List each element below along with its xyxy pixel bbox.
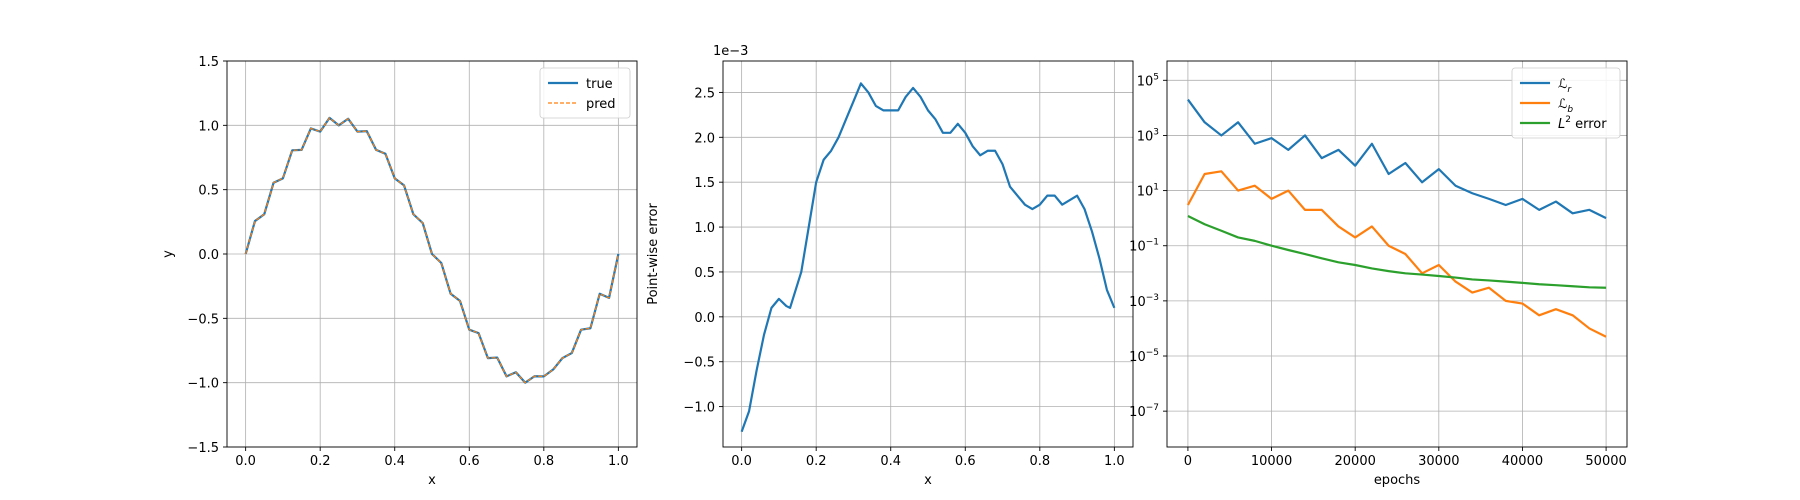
series-line-true bbox=[244, 116, 620, 384]
legend-label-sub: r bbox=[1567, 85, 1572, 95]
x-tick-label: 0.0 bbox=[731, 454, 752, 469]
legend-label-main: ℒ bbox=[1558, 77, 1567, 92]
legend-label: true bbox=[586, 77, 613, 92]
legend-box bbox=[539, 67, 631, 119]
x-tick-label: 30000 bbox=[1418, 454, 1459, 469]
legend-label-main: ℒ bbox=[1558, 97, 1567, 112]
legend-label: pred bbox=[586, 97, 616, 112]
y-axis-label: y bbox=[161, 250, 176, 258]
x-tick-label: 40000 bbox=[1502, 454, 1543, 469]
y-tick-label: 103 bbox=[1137, 127, 1159, 144]
legend-label-sub: b bbox=[1567, 105, 1573, 115]
y-tick-label: 0.0 bbox=[198, 248, 219, 263]
panel-3: 0 10000 20000 30000 40000 5000010510310110−11… bbox=[1129, 60, 1628, 488]
legend-label: ℒb bbox=[1558, 97, 1573, 115]
y-offset-text: 1e−3 bbox=[713, 44, 748, 59]
y-tick-exponent: −3 bbox=[1146, 293, 1159, 303]
y-tick-label: 105 bbox=[1137, 72, 1159, 89]
y-tick-exponent: −7 bbox=[1146, 403, 1159, 413]
y-tick-label: 10−5 bbox=[1129, 348, 1159, 365]
y-tick-label: 10−7 bbox=[1129, 403, 1159, 420]
y-tick-exponent: 3 bbox=[1153, 127, 1159, 137]
y-tick-exponent: −5 bbox=[1146, 348, 1159, 358]
x-tick-label: 0.6 bbox=[459, 454, 480, 469]
legend-label-rest: error bbox=[1571, 117, 1607, 132]
y-tick-exponent: −1 bbox=[1146, 238, 1159, 248]
x-tick-label: 0.4 bbox=[384, 454, 405, 469]
y-tick-label: 10−1 bbox=[1129, 238, 1159, 255]
y-tick-label: 0.0 bbox=[694, 311, 715, 326]
series-line--r bbox=[1187, 98, 1607, 220]
y-tick-exponent: 1 bbox=[1153, 183, 1159, 193]
x-tick-label: 0.2 bbox=[806, 454, 827, 469]
y-tick-label: −1.0 bbox=[683, 401, 715, 416]
x-tick-label: 0.4 bbox=[880, 454, 901, 469]
y-tick-base: 10 bbox=[1129, 405, 1146, 420]
x-tick-label: 20000 bbox=[1335, 454, 1376, 469]
y-tick-exponent: 5 bbox=[1153, 72, 1159, 82]
y-tick-label: 0.5 bbox=[694, 266, 715, 281]
legend-label: L2 error bbox=[1558, 115, 1607, 132]
x-tick-label: 1.0 bbox=[608, 454, 629, 469]
x-tick-label: 0.8 bbox=[1029, 454, 1050, 469]
series-line-l2-error bbox=[1187, 214, 1607, 289]
x-axis-label: epochs bbox=[1374, 473, 1421, 488]
x-tick-label: 0.6 bbox=[955, 454, 976, 469]
plot-frame bbox=[1166, 60, 1628, 448]
plot-frame bbox=[226, 60, 638, 448]
series-line-error bbox=[740, 82, 1116, 433]
legend-label: ℒr bbox=[1558, 77, 1572, 95]
x-tick-label: 0 bbox=[1184, 454, 1192, 469]
y-tick-label: 2.5 bbox=[694, 86, 715, 101]
y-tick-label: −1.0 bbox=[187, 377, 219, 392]
y-tick-label: 2.0 bbox=[694, 131, 715, 146]
y-tick-base: 10 bbox=[1137, 74, 1154, 89]
y-tick-base: 10 bbox=[1137, 129, 1154, 144]
y-tick-base: 10 bbox=[1129, 350, 1146, 365]
x-tick-label: 1.0 bbox=[1104, 454, 1125, 469]
plot-frame bbox=[722, 60, 1134, 448]
panel-1: 0.0 0.2 0.4 0.6 0.8 1.0 −1.5 −1.0 −0.5 0.0 0.5 1.0 1… bbox=[161, 55, 638, 488]
x-tick-label: 50000 bbox=[1585, 454, 1626, 469]
x-tick-label: 0.0 bbox=[235, 454, 256, 469]
x-axis-label: x bbox=[924, 473, 932, 488]
legend-label-sup: 2 bbox=[1565, 115, 1571, 125]
y-tick-base: 10 bbox=[1137, 185, 1154, 200]
y-tick-label: −0.5 bbox=[683, 356, 715, 371]
y-tick-label: 1.5 bbox=[198, 55, 219, 70]
panel-2: 0.0 0.2 0.4 0.6 0.8 1.0 −1.0 −0.5 0.0 0.5 1.0 1.5 2.… bbox=[646, 44, 1134, 488]
x-tick-label: 0.8 bbox=[533, 454, 554, 469]
x-tick-label: 0.2 bbox=[310, 454, 331, 469]
y-tick-label: 1.5 bbox=[694, 176, 715, 191]
y-tick-label: 1.0 bbox=[694, 221, 715, 236]
y-axis-label: Point-wise error bbox=[646, 203, 661, 305]
y-tick-label: 101 bbox=[1137, 183, 1159, 200]
y-tick-label: −0.5 bbox=[187, 312, 219, 327]
series-line--b bbox=[1186, 170, 1607, 338]
y-tick-label: 0.5 bbox=[198, 184, 219, 199]
x-tick-label: 10000 bbox=[1251, 454, 1292, 469]
y-tick-label: 1.0 bbox=[198, 119, 219, 134]
y-tick-label: 10−3 bbox=[1129, 293, 1159, 310]
y-tick-base: 10 bbox=[1129, 240, 1146, 255]
legend-box bbox=[1511, 67, 1621, 139]
x-axis-label: x bbox=[428, 473, 436, 488]
y-tick-base: 10 bbox=[1129, 295, 1146, 310]
y-tick-label: −1.5 bbox=[187, 441, 219, 456]
legend: true pred bbox=[539, 67, 631, 119]
legend-label-main: L bbox=[1558, 117, 1565, 132]
